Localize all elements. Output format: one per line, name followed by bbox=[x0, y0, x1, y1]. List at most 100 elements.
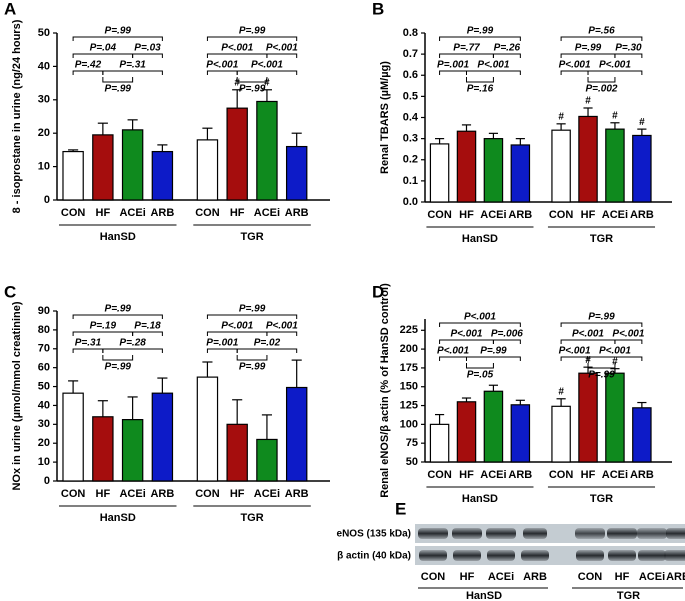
p-value: P=.001 bbox=[206, 338, 238, 349]
y-tick-label: 100 bbox=[400, 418, 418, 430]
p-value: P=.31 bbox=[119, 60, 146, 71]
bracket bbox=[465, 356, 521, 361]
p-value: P=.002 bbox=[585, 84, 617, 95]
p-value: P<.001 bbox=[266, 43, 298, 54]
y-tick-label: 40 bbox=[38, 60, 50, 72]
category-label: HF bbox=[459, 469, 474, 481]
p-value: P<.001 bbox=[221, 43, 253, 54]
y-axis-label: 8 - isoprostane in urine (ng/24 hours) bbox=[11, 19, 23, 213]
blot-band bbox=[452, 528, 482, 539]
bar bbox=[285, 386, 308, 482]
blot-band bbox=[576, 550, 604, 561]
bar bbox=[632, 134, 652, 203]
category-label: ARB bbox=[508, 469, 532, 481]
category-label: ACEi bbox=[119, 488, 145, 500]
bar bbox=[196, 376, 219, 482]
bracket bbox=[587, 77, 616, 83]
bar bbox=[632, 407, 652, 463]
y-tick-label: 50 bbox=[38, 27, 50, 39]
bracket bbox=[492, 339, 521, 344]
blot-band bbox=[607, 528, 637, 539]
significance-mark: # bbox=[234, 77, 240, 88]
bracket bbox=[587, 356, 643, 361]
blot-band bbox=[487, 550, 515, 561]
y-tick-label: 125 bbox=[400, 399, 418, 411]
category-label: ARB bbox=[508, 209, 532, 221]
bar bbox=[483, 138, 504, 203]
bracket bbox=[587, 363, 616, 369]
panel-letter: D bbox=[372, 282, 384, 301]
bar bbox=[226, 107, 248, 201]
p-value: P=.19 bbox=[90, 321, 117, 332]
bar bbox=[429, 423, 450, 463]
bracket bbox=[102, 355, 134, 361]
group-label: TGR bbox=[590, 493, 613, 505]
bar bbox=[551, 405, 571, 463]
p-value: P=.16 bbox=[467, 84, 494, 95]
p-value: P=.18 bbox=[134, 321, 161, 332]
category-label: CON bbox=[195, 207, 220, 219]
bracket bbox=[492, 53, 521, 58]
category-label: ARB bbox=[630, 469, 654, 481]
bracket bbox=[266, 53, 298, 58]
category-label: ACEi bbox=[488, 571, 514, 583]
y-tick-label: 10 bbox=[38, 456, 50, 468]
bar bbox=[605, 372, 625, 463]
category-label: ACEi bbox=[480, 209, 506, 221]
bracket bbox=[614, 53, 643, 58]
p-value: P<.001 bbox=[599, 60, 631, 71]
significance-mark: # bbox=[558, 386, 564, 397]
y-tick-label: 70 bbox=[38, 343, 50, 355]
p-value: P<.001 bbox=[559, 346, 591, 357]
p-value: P<.001 bbox=[251, 60, 283, 71]
blot-row-label: eNOS (135 kDa) bbox=[337, 529, 411, 540]
y-tick-label: 90 bbox=[38, 305, 50, 317]
category-label: HF bbox=[230, 488, 245, 500]
y-tick-label: 80 bbox=[38, 324, 50, 336]
p-value: P=.99 bbox=[105, 84, 132, 95]
y-tick-label: 50 bbox=[406, 456, 418, 468]
bar bbox=[92, 416, 114, 482]
category-label: ARB bbox=[150, 207, 174, 219]
bar bbox=[551, 129, 571, 203]
p-value: P=.99 bbox=[575, 43, 602, 54]
category-label: HF bbox=[96, 207, 111, 219]
blot-band bbox=[521, 550, 549, 561]
bracket bbox=[102, 77, 134, 83]
p-value: P<.001 bbox=[612, 329, 644, 340]
y-tick-label: 225 bbox=[400, 324, 418, 336]
p-value: P=.99 bbox=[239, 84, 266, 95]
p-value: P<.001 bbox=[559, 60, 591, 71]
category-label: ACEi bbox=[119, 207, 145, 219]
bar bbox=[121, 419, 144, 482]
blot-row-label: β actin (40 kDa) bbox=[337, 551, 411, 562]
bar bbox=[510, 144, 531, 203]
bracket bbox=[560, 36, 643, 41]
bar bbox=[196, 139, 219, 201]
p-value: P=.30 bbox=[615, 43, 642, 54]
p-value: P=.99 bbox=[588, 312, 615, 323]
y-tick-label: 40 bbox=[38, 399, 50, 411]
bracket bbox=[587, 70, 643, 75]
category-label: CON bbox=[61, 207, 86, 219]
significance-mark: # bbox=[558, 111, 564, 122]
y-tick-label: 0.3 bbox=[403, 133, 418, 145]
bar bbox=[285, 145, 308, 201]
category-label: ARB bbox=[285, 207, 309, 219]
p-value: P=.31 bbox=[75, 338, 102, 349]
significance-mark: # bbox=[585, 96, 591, 107]
bar bbox=[456, 130, 477, 203]
panel-letter: E bbox=[395, 499, 406, 518]
blot-band bbox=[637, 528, 667, 539]
p-value: P<.001 bbox=[437, 346, 469, 357]
p-value: P=.42 bbox=[75, 60, 102, 71]
p-value: P=.99 bbox=[588, 370, 615, 381]
p-value: P<.001 bbox=[572, 329, 604, 340]
category-label: HF bbox=[581, 469, 596, 481]
p-value: P<.001 bbox=[206, 60, 238, 71]
group-label: HanSD bbox=[100, 231, 136, 243]
y-tick-label: 0 bbox=[44, 194, 50, 206]
category-label: ARB bbox=[285, 488, 309, 500]
category-label: CON bbox=[427, 469, 452, 481]
category-label: ARB bbox=[666, 571, 685, 583]
